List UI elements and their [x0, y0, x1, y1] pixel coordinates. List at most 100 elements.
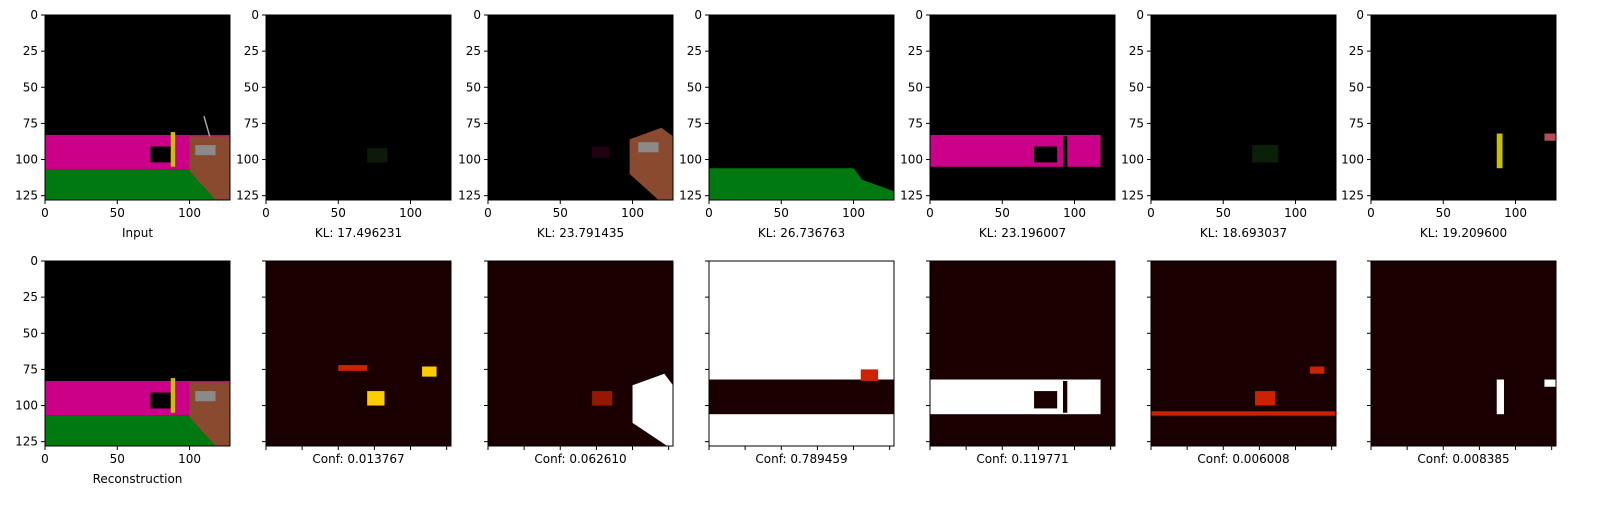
x-tick-label: 0 [705, 206, 713, 220]
bottom-image-5 [930, 261, 1115, 446]
heat-streak [338, 365, 368, 371]
top-panel-3: 0 50 100 0 25 50 75 100 125 KL: 23.791435 [458, 8, 674, 240]
heat-blob [1309, 366, 1325, 374]
y-tick-label: 125 [1341, 189, 1364, 203]
scene-antenna [203, 115, 211, 137]
x-tick-label: 50 [331, 206, 346, 220]
bottom-panel-3: Conf: 0.062610 [484, 260, 674, 466]
x-tick-label: 50 [553, 206, 568, 220]
bottom-panel-6: Conf: 0.006008 [1147, 260, 1337, 466]
top-image-2 [266, 15, 451, 200]
bottom-panel-4: Conf: 0.789459 [705, 260, 895, 466]
x-tick-label: 50 [995, 206, 1010, 220]
panel-caption: Conf: 0.789459 [755, 452, 847, 466]
axes-frame [487, 260, 674, 447]
y-tick-label: 125 [15, 435, 38, 449]
top-image-4 [709, 15, 894, 200]
y-tick-label: 75 [687, 116, 702, 130]
x-tick-label: 100 [178, 206, 201, 220]
top-image-1 [45, 15, 230, 200]
y-tick-label: 25 [908, 44, 923, 58]
y-tick-label: 75 [244, 116, 259, 130]
heat-outline [592, 391, 613, 406]
axes-frame [929, 14, 1116, 201]
panel-caption: KL: 26.736763 [758, 226, 845, 240]
y-tick-label: 0 [251, 8, 259, 22]
heat-bg [1151, 261, 1336, 446]
y-tick-label: 50 [687, 80, 702, 94]
slot-bg [1371, 15, 1556, 200]
axes-frame [1370, 14, 1557, 201]
slot-edge-object [1544, 133, 1556, 141]
axes-frame [265, 260, 452, 447]
y-tick-label: 50 [23, 326, 38, 340]
y-tick-label: 125 [1121, 189, 1144, 203]
y-tick-label: 0 [1356, 8, 1364, 22]
y-tick-label: 25 [23, 290, 38, 304]
y-tick-label: 125 [15, 189, 38, 203]
y-tick-label: 100 [1121, 153, 1144, 167]
scene-pole [170, 132, 176, 167]
bottom-image-4 [709, 261, 894, 446]
axes-frame [265, 14, 452, 201]
y-tick-label: 125 [458, 189, 481, 203]
y-tick-label: 100 [458, 153, 481, 167]
x-tick-label: 0 [1147, 206, 1155, 220]
panel-caption: Reconstruction [93, 472, 183, 486]
y-tick-label: 25 [23, 44, 38, 58]
y-tick-label: 100 [15, 399, 38, 413]
x-tick-label: 0 [41, 206, 49, 220]
top-image-7 [1371, 15, 1556, 200]
x-tick-label: 50 [1436, 206, 1451, 220]
bottom-image-6 [1151, 261, 1336, 446]
y-tick-label: 75 [23, 116, 38, 130]
y-tick-label: 25 [1349, 44, 1364, 58]
axes-frame [1150, 14, 1337, 201]
x-tick-label: 50 [1216, 206, 1231, 220]
y-tick-label: 0 [473, 8, 481, 22]
slot-faint-patch [592, 146, 610, 159]
heat-pole [1496, 379, 1504, 415]
scene-window [150, 392, 171, 409]
x-tick-label: 0 [41, 452, 49, 466]
axes-frame [487, 14, 674, 201]
y-tick-label: 50 [908, 80, 923, 94]
x-tick-label: 50 [110, 206, 125, 220]
panel-caption: KL: 17.496231 [315, 226, 402, 240]
x-tick-label: 50 [110, 452, 125, 466]
x-tick-label: 100 [178, 452, 201, 466]
panel-caption: Input [122, 226, 153, 240]
top-panel-4: 0 50 100 0 25 50 75 100 125 KL: 26.736763 [679, 8, 895, 240]
y-tick-label: 75 [1349, 116, 1364, 130]
slot-faint-patch [1252, 145, 1279, 163]
axes-frame [44, 14, 231, 201]
slot-grass [709, 168, 894, 200]
y-tick-label: 25 [1129, 44, 1144, 58]
bottom-image-1 [45, 261, 230, 446]
panel-caption: Conf: 0.062610 [534, 452, 626, 466]
heat-line [1151, 411, 1336, 416]
panel-caption: KL: 19.209600 [1420, 226, 1507, 240]
bottom-panel-1: 0 50 100 0 25 50 75 100 125 Reconstruction [15, 254, 231, 486]
axes-frame [1150, 260, 1337, 447]
slot-window [1034, 146, 1058, 163]
y-tick-label: 100 [679, 153, 702, 167]
axes-frame [929, 260, 1116, 447]
heat-outline [1255, 391, 1276, 406]
x-tick-label: 100 [621, 206, 644, 220]
heat-blob [367, 391, 385, 406]
top-image-3 [488, 15, 673, 200]
slot-faint-patch [367, 147, 388, 163]
scene-pole [170, 378, 176, 413]
y-tick-label: 125 [679, 189, 702, 203]
x-tick-label: 50 [774, 206, 789, 220]
slot-pole [1496, 133, 1503, 169]
y-tick-label: 75 [466, 116, 481, 130]
axes-frame [708, 14, 895, 201]
heat-edge [1544, 379, 1556, 387]
y-tick-label: 50 [244, 80, 259, 94]
heat-bg [266, 261, 451, 446]
top-panel-5: 0 50 100 0 25 50 75 100 125 KL: 23.196007 [900, 8, 1116, 240]
y-tick-label: 0 [915, 8, 923, 22]
y-tick-label: 0 [694, 8, 702, 22]
